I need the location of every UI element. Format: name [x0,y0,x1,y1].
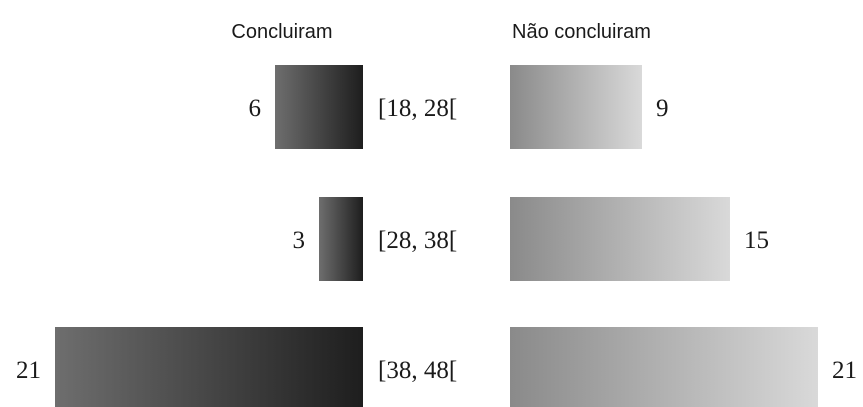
value-label-left-1: 6 [249,95,262,122]
category-label-2: [28, 38[ [378,227,457,254]
value-label-right-2: 15 [744,227,769,254]
bar-right-3 [510,327,818,407]
left-series-header: Concluiram [231,21,332,43]
value-label-right-1: 9 [656,95,669,122]
bar-right-2 [510,197,730,281]
bar-left-1 [275,65,363,149]
bar-left-2 [319,197,363,281]
category-label-1: [18, 28[ [378,95,457,122]
chart-marks: 6 [18, 28[ 9 3 [28, 38[ 15 21 [38, 48[ 21 [16,65,857,407]
right-series-header: Não concluiram [512,21,651,43]
category-label-3: [38, 48[ [378,357,457,384]
bar-left-3 [55,327,363,407]
bar-right-1 [510,65,642,149]
value-label-left-3: 21 [16,357,41,384]
value-label-right-3: 21 [832,357,857,384]
value-label-left-2: 3 [293,227,306,254]
